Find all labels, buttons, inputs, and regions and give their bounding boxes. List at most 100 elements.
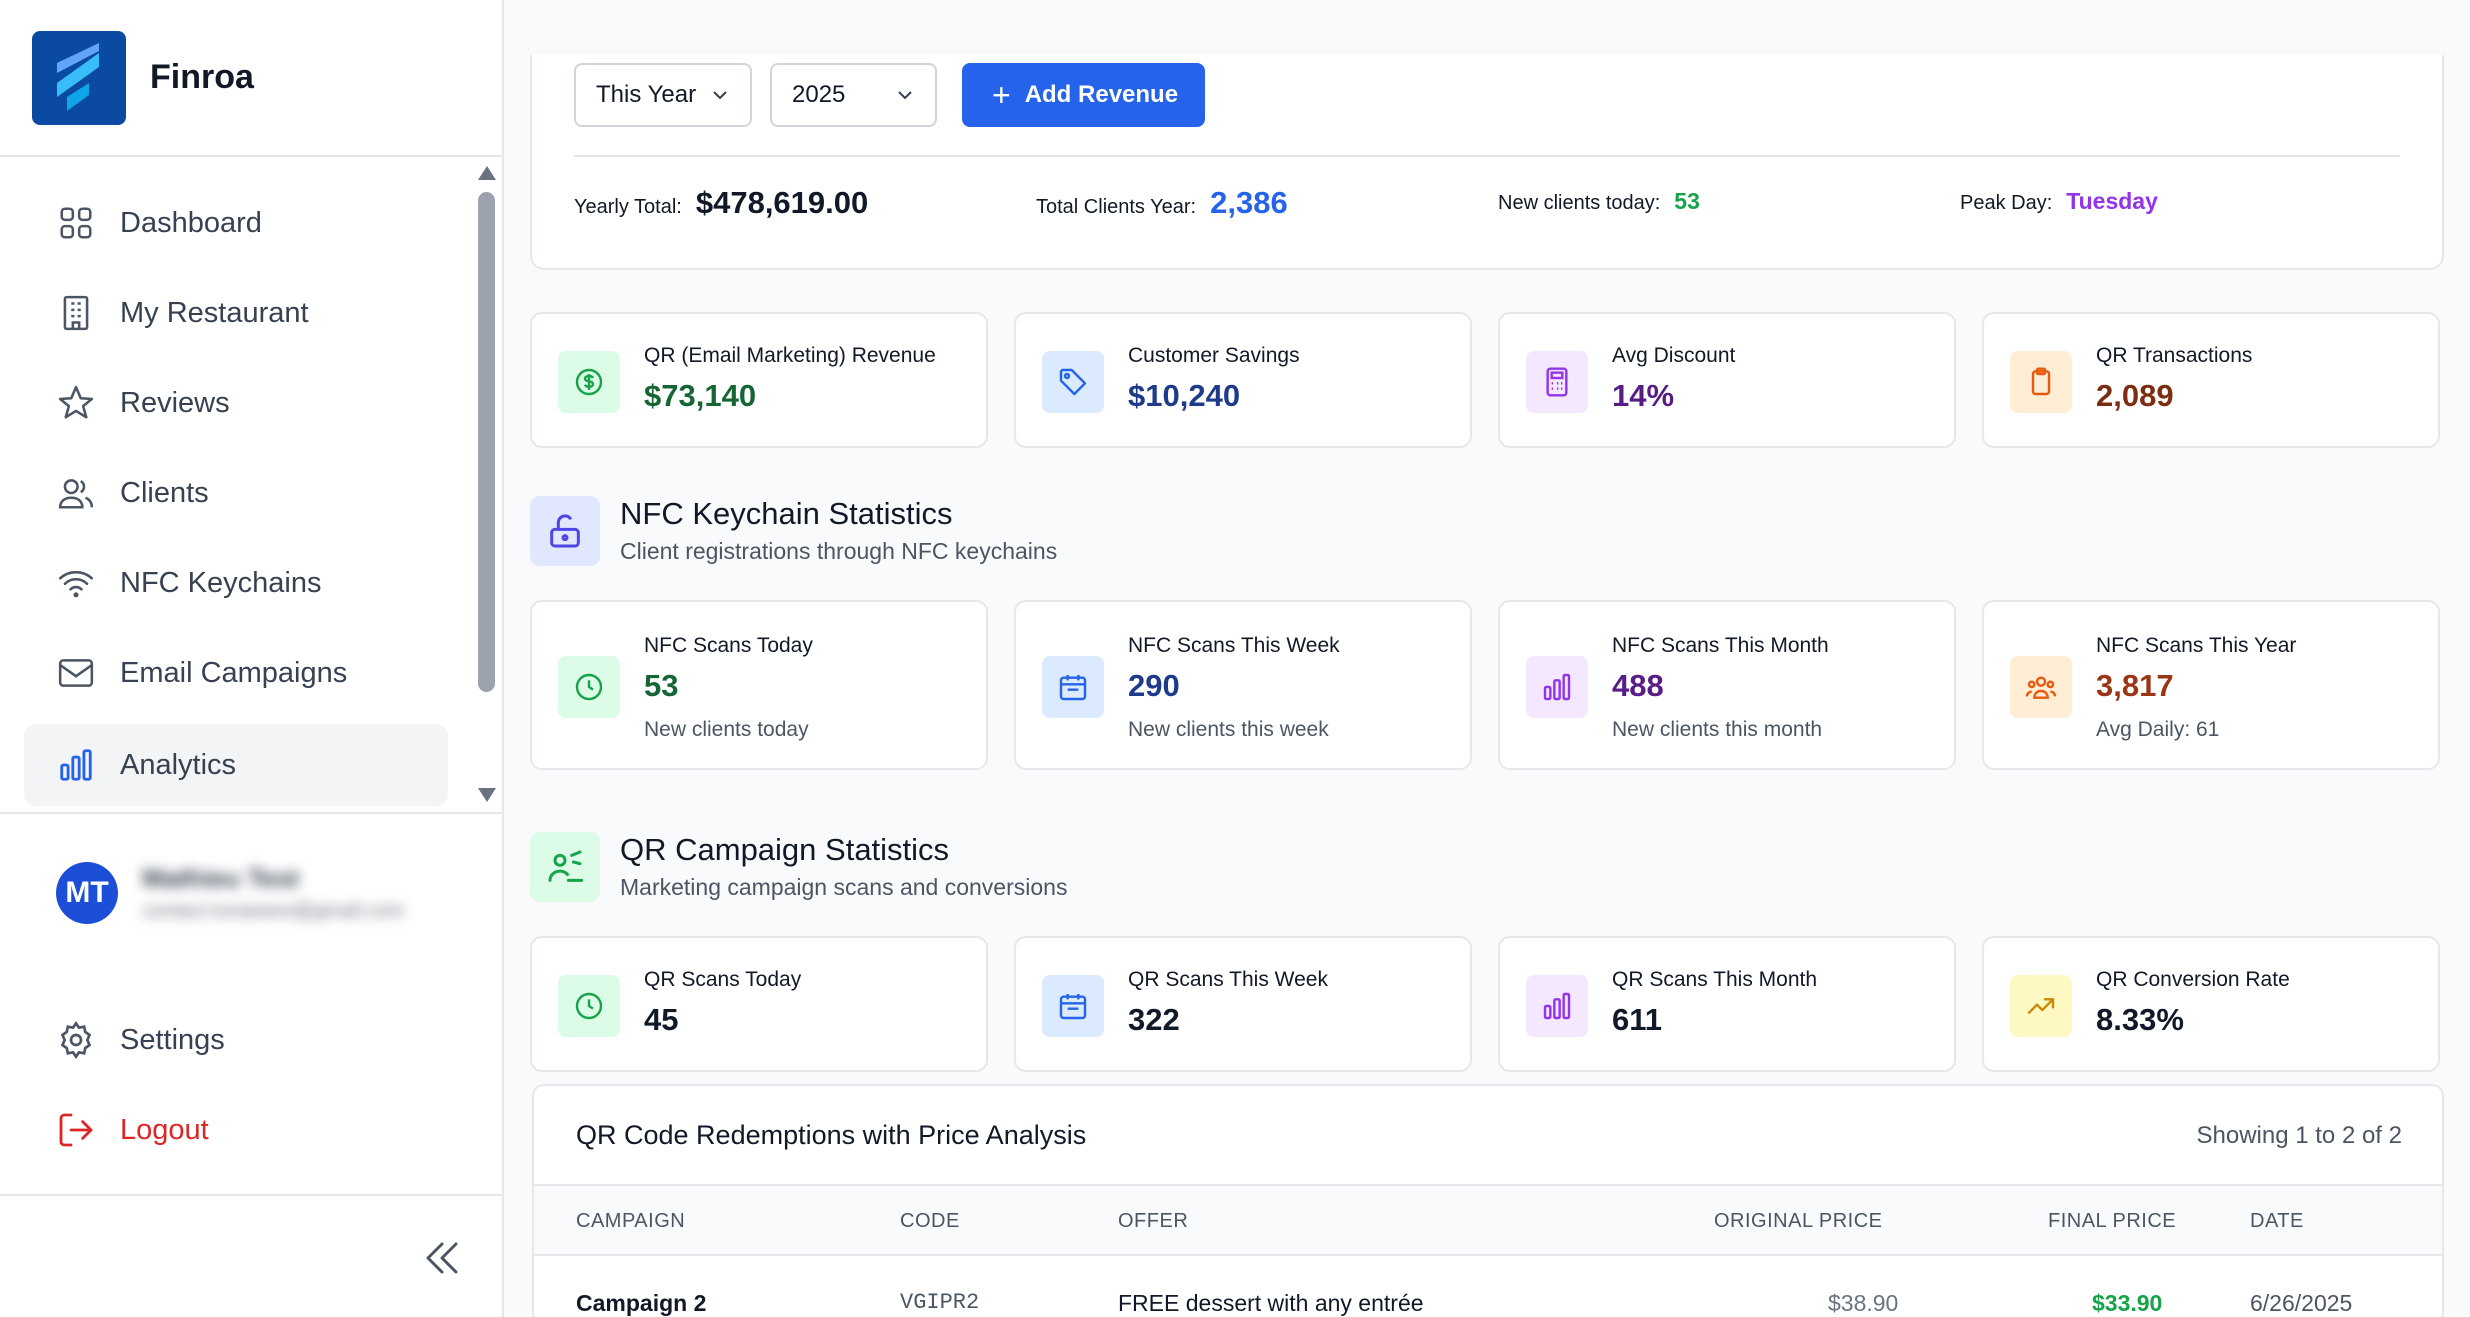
section-subtitle: Marketing campaign scans and conversions [620,874,1068,900]
table-header: CAMPAIGN CODE OFFER ORIGINAL PRICE FINAL… [534,1184,2442,1256]
sidebar-item-dashboard[interactable]: Dashboard [24,182,448,264]
cell-date: 6/26/2025 [2250,1290,2353,1316]
sidebar-item-label: Analytics [120,748,237,781]
total-clients-year: Total Clients Year: 2,386 [1036,185,1288,220]
column-header[interactable]: FINAL PRICE [2048,1210,2177,1232]
dollar-icon [558,351,620,413]
clipboard-icon [2010,351,2072,413]
trending-up-icon [2010,975,2072,1037]
double-chevron-left-icon [426,1242,458,1274]
sidebar-item-label: My Restaurant [120,296,309,329]
year-value: 2025 [792,81,846,108]
stat-card-nfc-year: NFC Scans This Year 3,817 Avg Daily: 61 [1982,600,2440,770]
logout-button[interactable]: Logout [56,1110,209,1150]
stat-card-qr-revenue: QR (Email Marketing) Revenue $73,140 [530,312,988,448]
column-header[interactable]: OFFER [1118,1210,1189,1232]
cell-final-price: $33.90 [2092,1290,2163,1316]
stat-card-avg-discount: Avg Discount 14% [1498,312,1956,448]
table-count: Showing 1 to 2 of 2 [2196,1122,2402,1149]
settings-button[interactable]: Settings [56,1020,225,1060]
column-header[interactable]: CAMPAIGN [576,1210,686,1232]
plus-icon: + [992,76,1011,113]
star-icon [56,383,96,423]
scroll-up-arrow[interactable] [478,166,496,180]
new-clients-today: New clients today: 53 [1498,188,1700,214]
divider [0,1194,504,1196]
peak-day-value: Tuesday [2066,188,2158,214]
brand: Finroa [0,0,502,157]
redemptions-table: QR Code Redemptions with Price Analysis … [532,1084,2444,1317]
sidebar-scrollbar[interactable] [478,192,495,692]
user-profile[interactable]: MT Mathieu Test contact.lunaware@gmail.c… [56,862,405,924]
sidebar-item-clients[interactable]: Clients [24,452,448,534]
section-title: NFC Keychain Statistics [620,496,953,531]
clock-icon [558,975,620,1037]
mail-icon [56,653,96,693]
stat-card-customer-savings: Customer Savings $10,240 [1014,312,1472,448]
main-content: This Year 2025 + Add Revenue Yearly Tota… [504,0,2470,1317]
chevron-down-icon [713,91,727,100]
sidebar-item-my-restaurant[interactable]: My Restaurant [24,272,448,354]
grid-icon [56,203,96,243]
new-clients-value: 53 [1674,188,1700,214]
divider [0,812,504,814]
bar-chart-icon [1526,656,1588,718]
peak-day: Peak Day: Tuesday [1960,188,2158,214]
logout-label: Logout [120,1113,209,1146]
table-title: QR Code Redemptions with Price Analysis [576,1120,1087,1150]
calendar-icon [1042,656,1104,718]
period-select[interactable]: This Year [574,63,752,127]
stat-card-qr-month: QR Scans This Month 611 [1498,936,1956,1072]
cell-campaign: Campaign 2 [576,1290,707,1316]
sidebar-item-reviews[interactable]: Reviews [24,362,448,444]
period-value: This Year [596,81,697,108]
logout-icon [56,1110,96,1150]
sidebar-item-label: Dashboard [120,206,262,239]
beach-icon [530,832,600,902]
sidebar-item-label: Email Campaigns [120,656,348,689]
bar-chart-icon [1526,975,1588,1037]
stat-card-qr-transactions: QR Transactions 2,089 [1982,312,2440,448]
sidebar: Finroa Dashboard My Restaurant Reviews C… [0,0,504,1317]
cell-original-price: $38.90 [1828,1290,1899,1316]
gear-icon [56,1020,96,1060]
building-icon [56,293,96,333]
stat-card-qr-today: QR Scans Today 45 [530,936,988,1072]
sidebar-item-nfc-keychains[interactable]: NFC Keychains [24,542,448,624]
column-header[interactable]: CODE [900,1210,960,1232]
stat-card-qr-conversion: QR Conversion Rate 8.33% [1982,936,2440,1072]
stat-card-nfc-week: NFC Scans This Week 290 New clients this… [1014,600,1472,770]
column-header[interactable]: ORIGINAL PRICE [1714,1210,1883,1232]
unlock-icon [530,496,600,566]
clock-icon [558,656,620,718]
sidebar-item-analytics[interactable]: Analytics [24,724,448,806]
collapse-sidebar-button[interactable] [420,1238,464,1278]
scroll-down-arrow[interactable] [478,788,496,802]
cell-code: VGIPR2 [900,1290,980,1315]
summary-card: This Year 2025 + Add Revenue Yearly Tota… [530,55,2444,270]
sidebar-item-email-campaigns[interactable]: Email Campaigns [24,632,448,714]
calculator-icon [1526,351,1588,413]
yearly-total: Yearly Total: $478,619.00 [574,185,869,220]
qr-section-header: QR Campaign Statistics Marketing campaig… [530,832,1067,902]
user-name: Mathieu Test [142,863,299,893]
avatar: MT [56,862,118,924]
yearly-total-value: $478,619.00 [695,185,869,220]
divider [574,155,2400,157]
group-icon [2010,656,2072,718]
nfc-section-header: NFC Keychain Statistics Client registrat… [530,496,1057,566]
sidebar-item-label: NFC Keychains [120,566,322,599]
total-clients-value: 2,386 [1210,185,1288,220]
column-header[interactable]: DATE [2250,1210,2304,1232]
bar-chart-icon [56,745,96,785]
section-subtitle: Client registrations through NFC keychai… [620,538,1058,564]
sidebar-item-label: Clients [120,476,209,509]
stat-card-qr-week: QR Scans This Week 322 [1014,936,1472,1072]
sidebar-nav: Dashboard My Restaurant Reviews Clients … [0,162,504,812]
add-revenue-button[interactable]: + Add Revenue [962,63,1205,127]
stat-card-nfc-today: NFC Scans Today 53 New clients today [530,600,988,770]
users-icon [56,473,96,513]
year-select[interactable]: 2025 [770,63,937,127]
settings-label: Settings [120,1023,225,1056]
brand-logo[interactable] [32,30,126,125]
